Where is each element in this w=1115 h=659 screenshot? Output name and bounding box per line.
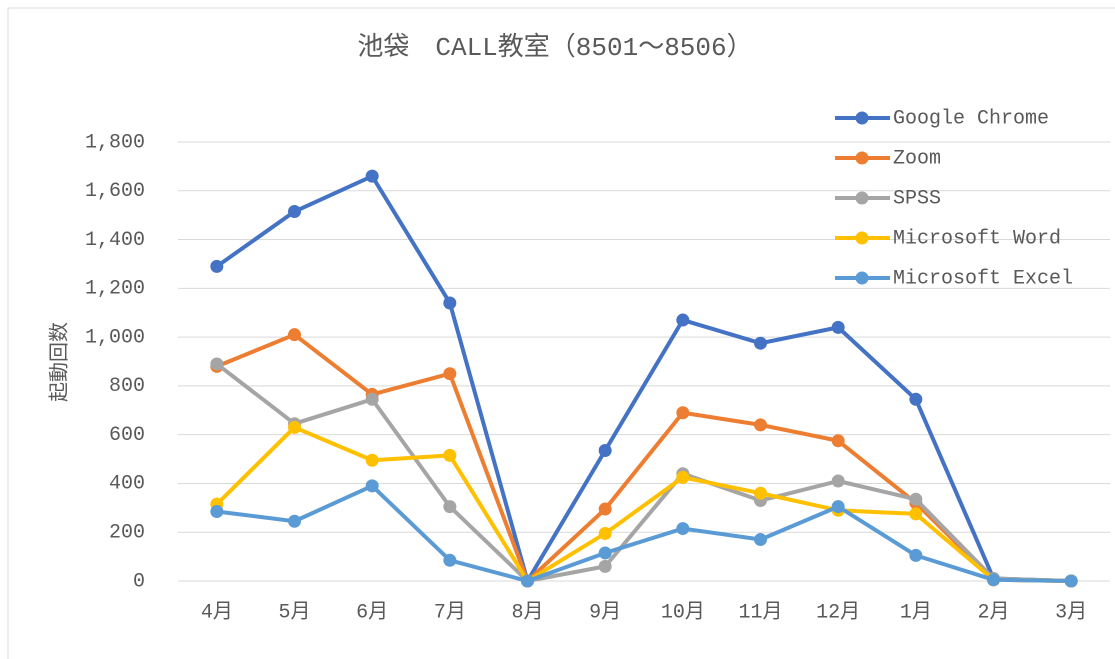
series-line	[215, 425, 1072, 583]
data-point	[987, 573, 1000, 587]
data-point	[521, 574, 534, 588]
legend-marker	[855, 231, 869, 245]
legend-label: Google Chrome	[893, 107, 1049, 130]
x-tick-label: 1月	[900, 600, 932, 624]
data-point	[288, 328, 301, 342]
data-point	[365, 392, 379, 406]
data-point	[754, 418, 767, 432]
y-tick-label: 1,200	[85, 278, 145, 301]
y-tick-label: 200	[109, 522, 145, 545]
legend-marker	[855, 191, 869, 205]
x-tick-label: 10月	[661, 600, 705, 624]
x-tick-label: 7月	[434, 600, 466, 624]
y-tick-label: 0	[133, 570, 145, 593]
data-point	[210, 259, 224, 273]
legend-label: Microsoft Word	[893, 227, 1061, 250]
data-point	[365, 479, 379, 493]
y-tick-label: 1,000	[85, 326, 145, 349]
legend-marker	[855, 111, 869, 125]
data-point	[831, 320, 845, 334]
data-point	[754, 486, 767, 500]
series-line	[215, 174, 1072, 583]
data-point	[676, 522, 690, 536]
x-tick-label: 3月	[1055, 600, 1087, 624]
data-point	[365, 169, 379, 183]
series-line	[216, 483, 1072, 583]
data-point	[909, 392, 923, 406]
x-tick-label: 12月	[816, 600, 860, 624]
series-line	[215, 362, 1072, 583]
data-point	[831, 500, 845, 514]
y-tick-label: 600	[109, 424, 145, 447]
y-tick-label: 800	[109, 375, 145, 398]
legend-marker	[855, 271, 869, 285]
y-tick-label: 1,600	[85, 180, 145, 203]
data-point	[288, 205, 301, 219]
y-tick-label: 1,400	[85, 229, 145, 252]
legend-label: Microsoft Excel	[893, 267, 1073, 290]
data-point	[909, 548, 923, 562]
y-tick-label: 1,800	[85, 131, 145, 154]
data-point	[831, 434, 845, 448]
data-point	[598, 546, 612, 560]
legend-label: Zoom	[893, 147, 941, 170]
data-point	[831, 474, 845, 488]
data-point	[598, 526, 612, 540]
data-point	[210, 504, 224, 518]
data-point	[443, 296, 457, 310]
data-point	[443, 367, 457, 381]
data-point	[754, 336, 767, 350]
chart-title: 池袋 CALL教室（8501～8506）	[357, 32, 752, 63]
data-point	[443, 448, 457, 462]
data-point	[365, 453, 379, 467]
data-point	[598, 502, 612, 516]
data-point	[443, 553, 457, 567]
x-tick-label: 6月	[356, 600, 388, 624]
data-point	[598, 559, 612, 573]
data-point	[754, 533, 767, 547]
data-point	[288, 420, 301, 434]
data-point	[909, 507, 923, 521]
data-point	[676, 406, 690, 420]
data-point	[210, 357, 224, 371]
x-tick-label: 2月	[977, 600, 1009, 624]
data-point	[1064, 574, 1078, 588]
series-line	[216, 332, 1072, 583]
x-tick-label: 4月	[201, 600, 233, 624]
x-tick-label: 8月	[511, 600, 543, 624]
x-tick-label: 9月	[589, 600, 621, 624]
y-tick-label: 400	[109, 473, 145, 496]
legend-marker	[855, 151, 869, 165]
data-point	[909, 492, 923, 506]
data-point	[676, 313, 690, 327]
data-point	[443, 500, 457, 514]
data-point	[676, 470, 690, 484]
y-axis-label: 起動回数	[47, 322, 72, 402]
data-point	[288, 514, 301, 528]
x-tick-label: 11月	[738, 600, 782, 624]
data-point	[598, 444, 612, 458]
legend-label: SPSS	[893, 187, 941, 210]
x-tick-label: 5月	[278, 600, 310, 624]
